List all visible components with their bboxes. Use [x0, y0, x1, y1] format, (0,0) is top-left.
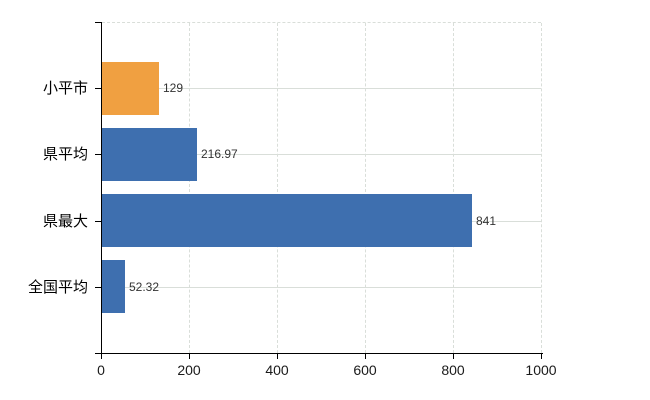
- x-axis-tick: [541, 354, 542, 359]
- vertical-gridline: [453, 23, 454, 353]
- x-axis-tick-label: 0: [97, 362, 105, 378]
- x-axis-tick-label: 200: [177, 362, 201, 378]
- y-axis-category-label: 県平均: [42, 146, 88, 163]
- bar-value-label: 129: [163, 81, 184, 95]
- y-axis-category-label: 全国平均: [27, 279, 88, 296]
- vertical-gridline: [277, 23, 278, 353]
- bar: [102, 62, 159, 115]
- y-axis-tick: [95, 287, 101, 288]
- y-axis-tick: [95, 88, 101, 89]
- vertical-gridline: [189, 23, 190, 353]
- bar-value-label: 216.97: [201, 147, 238, 161]
- y-axis-category-label: 県最大: [42, 213, 88, 230]
- y-axis-category-label: 小平市: [42, 80, 88, 97]
- x-axis-tick: [365, 354, 366, 359]
- bar: [102, 194, 472, 247]
- x-axis-tick-label: 1000: [525, 362, 557, 378]
- bar: [102, 128, 197, 181]
- bar-value-label: 841: [476, 214, 497, 228]
- bar-value-label: 52.32: [129, 280, 160, 294]
- horizontal-gridline: [102, 88, 541, 89]
- x-axis-tick: [101, 354, 102, 359]
- x-axis-tick: [453, 354, 454, 359]
- plot-border-right: [541, 23, 542, 353]
- x-axis-tick-label: 600: [353, 362, 377, 378]
- vertical-gridline: [365, 23, 366, 353]
- horizontal-gridline: [102, 287, 541, 288]
- y-axis-tick: [95, 221, 101, 222]
- y-axis-end-tick: [95, 22, 101, 23]
- x-axis-tick-label: 800: [441, 362, 465, 378]
- y-axis-tick: [95, 154, 101, 155]
- x-axis-tick: [189, 354, 190, 359]
- x-axis-tick: [277, 354, 278, 359]
- plot-border-top: [102, 22, 541, 23]
- horizontal-gridline: [102, 154, 541, 155]
- y-axis-line: [101, 22, 102, 354]
- bar: [102, 260, 125, 313]
- x-axis-tick-label: 400: [265, 362, 289, 378]
- x-axis-line: [95, 353, 543, 354]
